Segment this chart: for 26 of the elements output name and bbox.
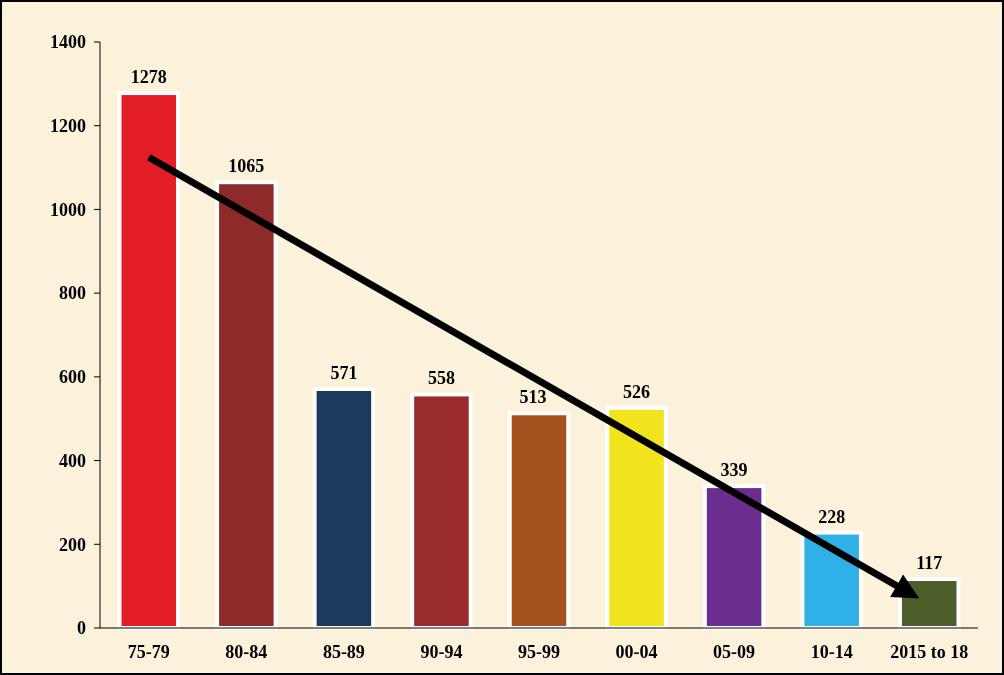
y-tick-label: 400: [59, 450, 86, 471]
x-tick-label: 95-99: [518, 642, 560, 662]
y-tick-label: 800: [59, 283, 86, 304]
y-tick-label: 1000: [50, 199, 86, 220]
data-label: 1278: [130, 67, 167, 88]
data-label: 117: [916, 553, 943, 574]
y-tick-label: 600: [59, 367, 86, 388]
data-label: 339: [720, 460, 748, 481]
x-tick-label: 05-09: [713, 642, 756, 662]
x-tick-label: 10-14: [810, 642, 853, 662]
y-tick-label: 1400: [50, 32, 86, 53]
data-label: 228: [818, 506, 846, 527]
x-tick-label: 80-84: [225, 642, 268, 662]
x-tick-label: 00-04: [615, 642, 658, 662]
y-tick-label: 1200: [50, 116, 86, 137]
data-label: 571: [330, 363, 358, 383]
data-label: 558: [427, 368, 455, 389]
x-tick-label: 2015 to 18: [890, 642, 969, 662]
data-label: 513: [519, 387, 547, 408]
data-label: 526: [623, 381, 651, 402]
x-tick-label: 90-94: [420, 642, 463, 662]
y-tick-label: 0: [77, 618, 86, 639]
y-tick-label: 200: [59, 534, 86, 555]
data-label: 1065: [228, 156, 265, 177]
x-tick-label: 75-79: [127, 642, 170, 662]
x-tick-label: 85-89: [322, 642, 365, 662]
